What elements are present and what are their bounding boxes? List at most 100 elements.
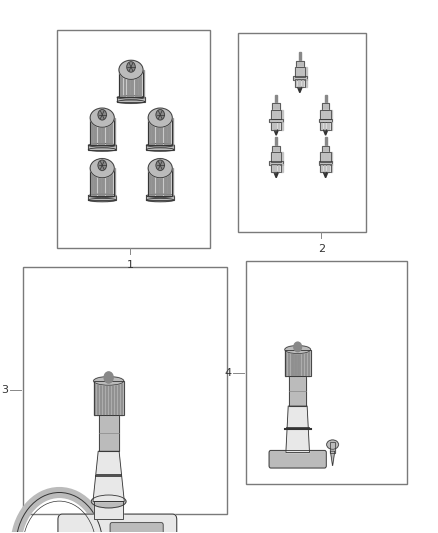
Bar <box>302 350 303 376</box>
Bar <box>143 70 144 98</box>
Polygon shape <box>330 451 335 466</box>
Ellipse shape <box>88 194 116 198</box>
Bar <box>331 152 332 162</box>
Bar <box>119 70 143 98</box>
Polygon shape <box>274 130 279 135</box>
Bar <box>296 61 304 67</box>
Ellipse shape <box>148 159 172 177</box>
Bar <box>271 152 272 162</box>
Bar <box>94 381 95 415</box>
Bar <box>279 110 280 119</box>
Bar <box>275 138 277 148</box>
Bar <box>299 52 301 63</box>
Bar <box>94 381 124 415</box>
Polygon shape <box>93 451 124 502</box>
Ellipse shape <box>91 495 126 508</box>
Bar <box>129 70 131 98</box>
Bar <box>118 381 119 415</box>
Bar <box>90 168 114 196</box>
Bar <box>106 381 107 415</box>
Bar <box>148 168 172 196</box>
Circle shape <box>127 62 135 72</box>
Bar <box>166 118 168 146</box>
Bar <box>319 119 332 123</box>
Bar <box>278 165 279 172</box>
Bar <box>114 118 115 146</box>
Bar <box>148 118 149 146</box>
Bar <box>94 381 124 415</box>
Bar <box>321 165 331 172</box>
Bar <box>275 95 277 106</box>
FancyBboxPatch shape <box>58 514 177 533</box>
Bar <box>172 118 173 146</box>
Bar <box>269 119 283 123</box>
Bar <box>325 95 327 106</box>
Bar <box>276 152 278 162</box>
Ellipse shape <box>146 198 174 202</box>
Bar <box>321 110 322 119</box>
Bar <box>117 98 145 102</box>
Bar <box>295 79 296 87</box>
Bar <box>169 118 170 146</box>
Bar <box>319 119 332 123</box>
Bar <box>274 152 275 162</box>
Bar <box>322 146 329 152</box>
Bar <box>269 119 283 123</box>
Bar <box>95 168 96 196</box>
Bar <box>296 61 304 67</box>
Bar <box>271 122 281 130</box>
Bar <box>146 146 174 150</box>
Bar <box>119 70 120 98</box>
Bar <box>281 110 283 119</box>
Bar <box>327 165 329 172</box>
Bar <box>305 67 307 77</box>
Bar <box>271 152 281 162</box>
Bar <box>148 118 172 146</box>
Bar <box>300 67 301 77</box>
Bar <box>98 118 99 146</box>
Ellipse shape <box>146 143 174 147</box>
Bar <box>321 122 331 130</box>
Bar <box>99 415 119 451</box>
Bar <box>271 110 281 119</box>
Bar <box>246 261 407 484</box>
Bar <box>295 67 305 77</box>
Circle shape <box>156 110 164 120</box>
Bar <box>159 118 160 146</box>
Bar <box>295 67 305 77</box>
Bar <box>289 376 306 406</box>
Bar <box>94 502 123 520</box>
Bar <box>94 502 123 520</box>
Bar <box>111 168 113 196</box>
Bar <box>271 110 281 119</box>
Bar <box>308 350 309 376</box>
Bar <box>281 122 283 130</box>
Bar <box>321 165 322 172</box>
Bar <box>285 350 311 376</box>
Bar <box>325 110 327 119</box>
Bar <box>281 152 283 162</box>
Bar <box>88 196 116 200</box>
Bar <box>164 168 165 196</box>
Bar <box>324 122 325 130</box>
Bar <box>328 152 330 162</box>
Bar <box>281 165 283 172</box>
Ellipse shape <box>146 148 174 151</box>
Bar <box>293 76 307 80</box>
Bar <box>299 350 300 376</box>
Ellipse shape <box>327 440 339 449</box>
Bar <box>271 152 281 162</box>
Bar <box>237 33 367 232</box>
Bar <box>269 161 283 165</box>
Circle shape <box>294 342 301 352</box>
Bar <box>132 70 133 98</box>
Bar <box>271 110 272 119</box>
Bar <box>117 98 145 102</box>
Bar <box>272 146 280 152</box>
Bar <box>330 442 335 453</box>
Bar <box>272 146 280 152</box>
Bar <box>106 168 107 196</box>
Text: 1: 1 <box>127 260 134 270</box>
Bar <box>88 196 116 200</box>
Bar <box>293 76 307 80</box>
